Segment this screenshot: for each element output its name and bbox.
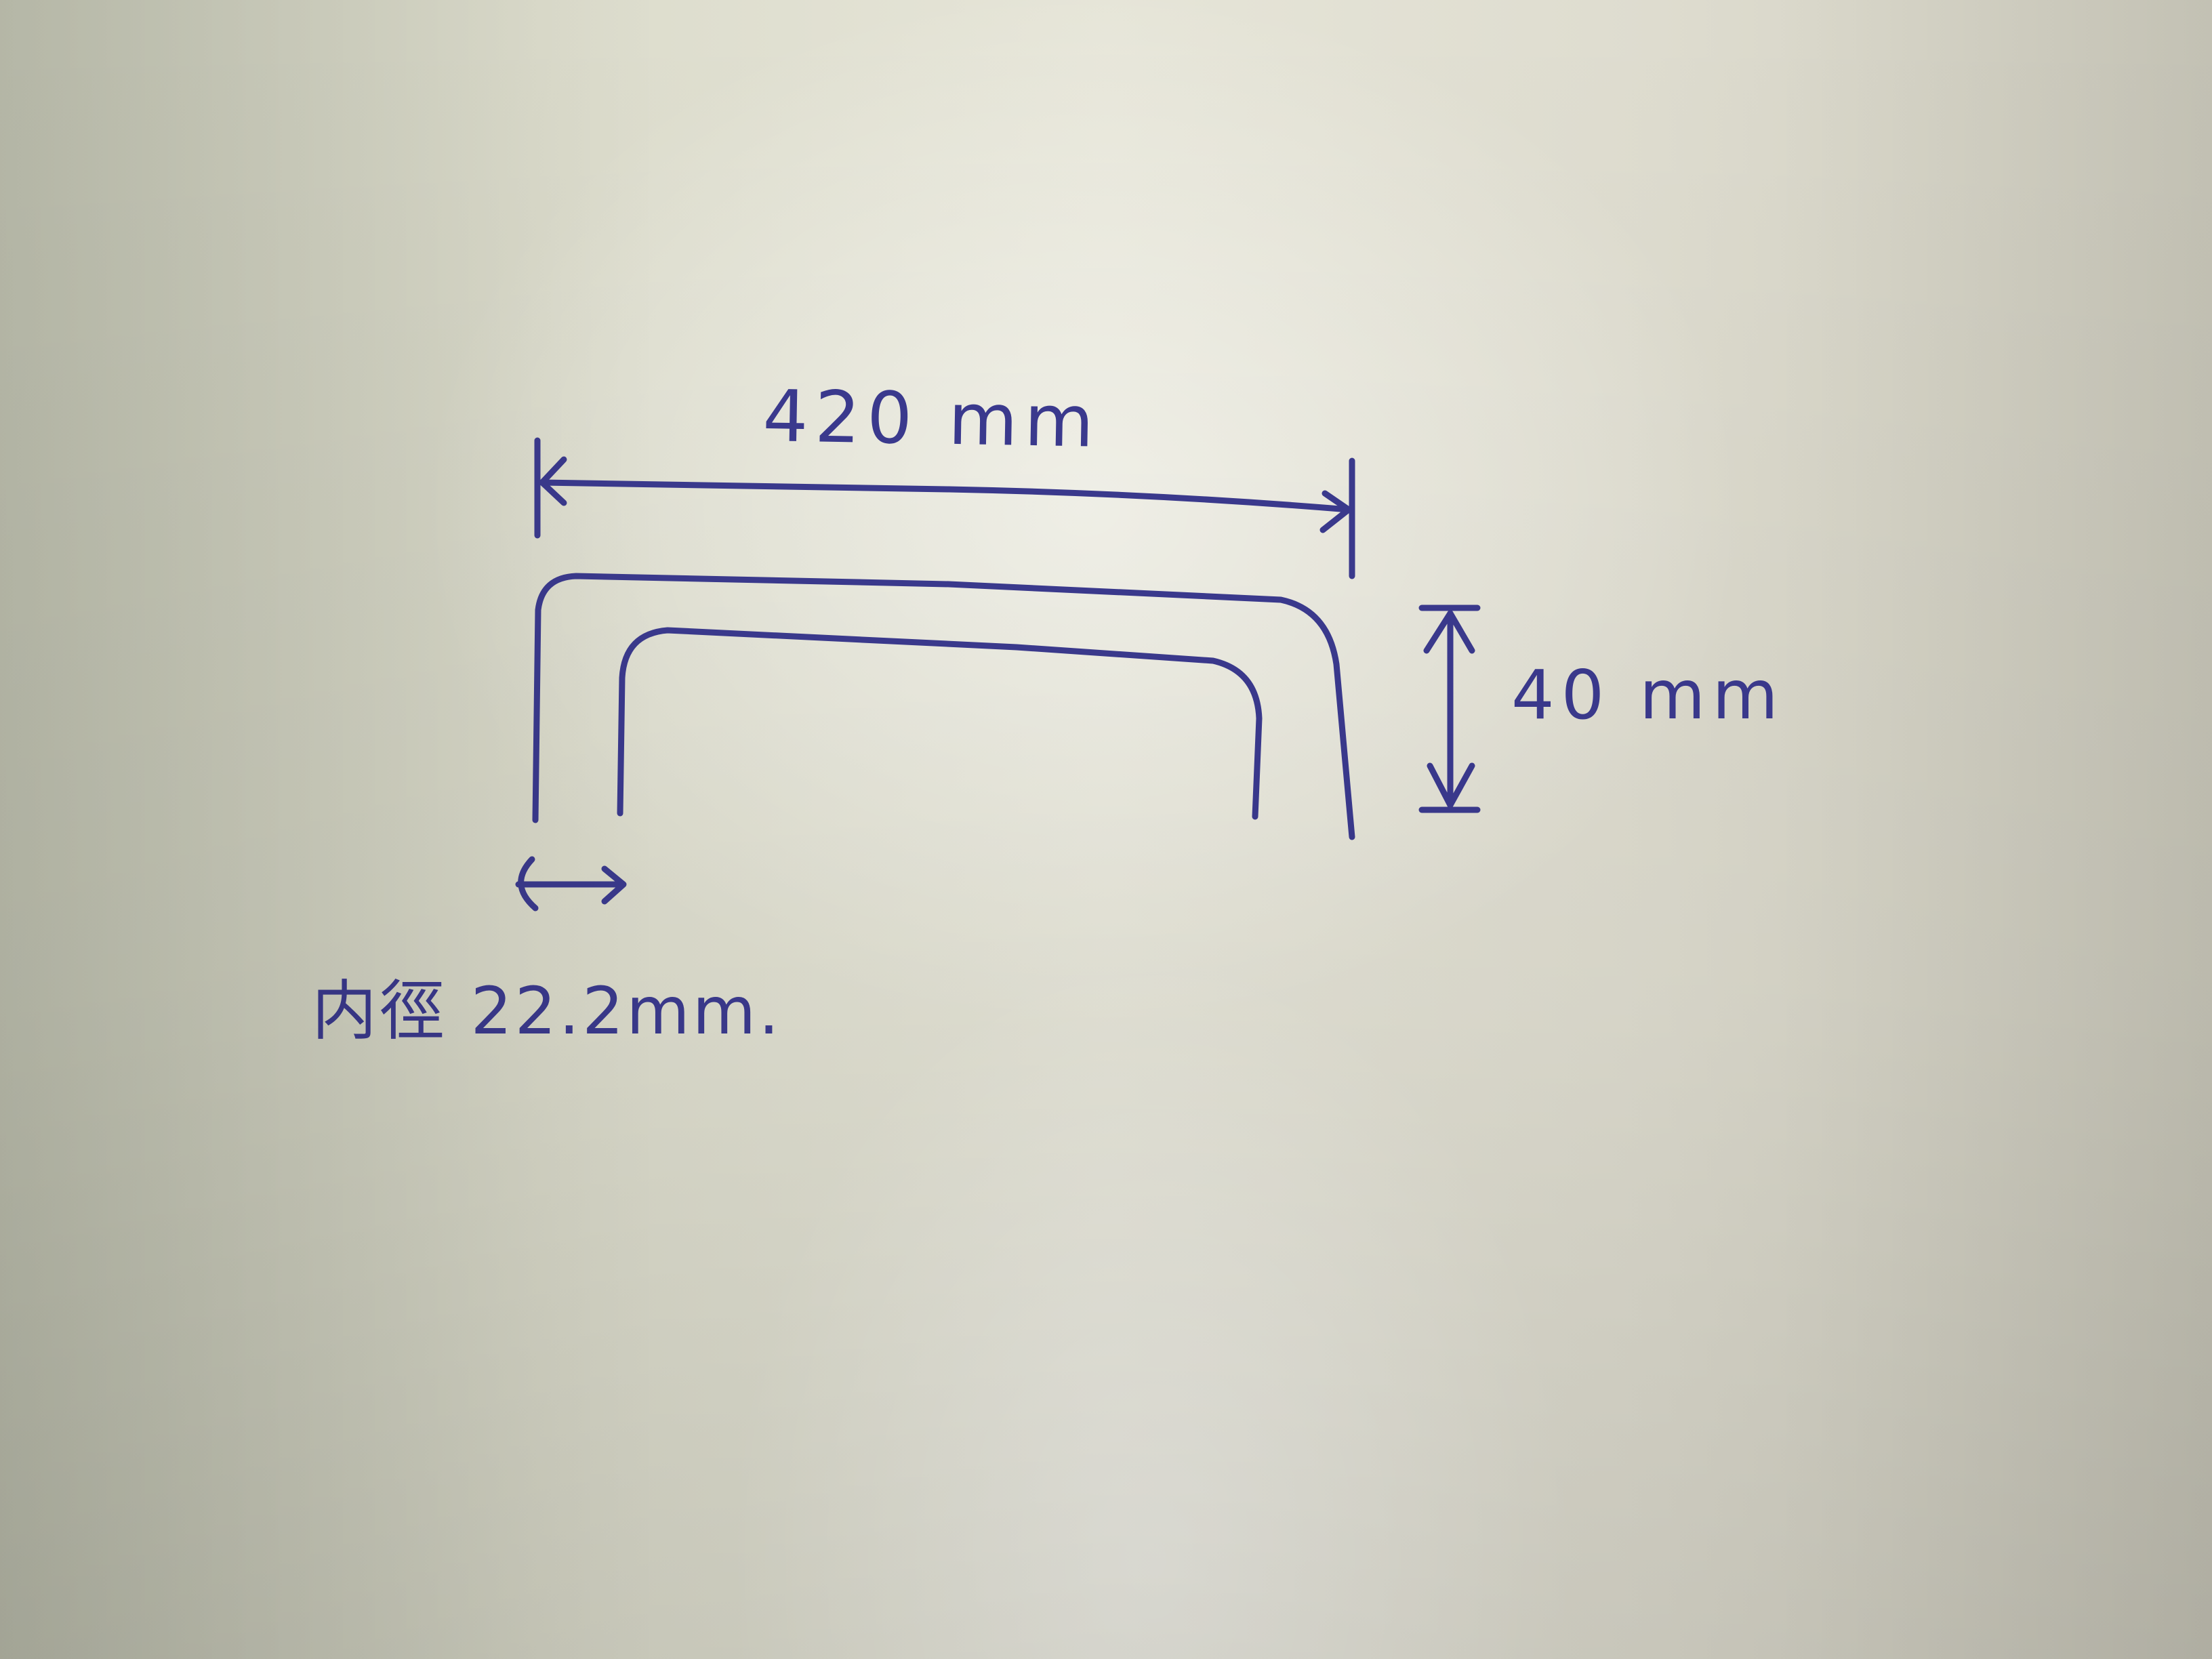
height-arrow-bottom xyxy=(1427,762,1475,808)
handle-outer-outline xyxy=(532,573,1355,840)
height-arrow-top xyxy=(1423,610,1475,654)
width-label: 420 mm xyxy=(762,375,1101,464)
width-arrow-left xyxy=(539,456,567,506)
height-label: 40 mm xyxy=(1511,655,1785,735)
diameter-arrow-left xyxy=(518,856,539,912)
diameter-arrow-right xyxy=(601,865,627,905)
handle-inner-outline xyxy=(617,627,1263,820)
width-dimension-line xyxy=(539,479,1352,513)
inner-diameter-label: 内徑 22.2mm. xyxy=(312,973,782,1049)
width-arrow-right xyxy=(1319,490,1352,533)
